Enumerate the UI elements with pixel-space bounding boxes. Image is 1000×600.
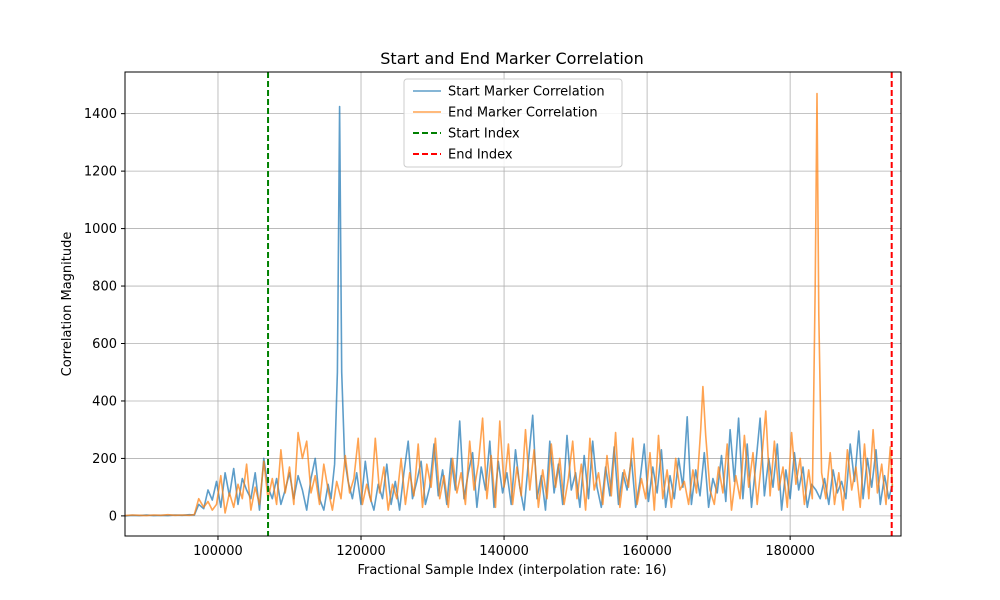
y-tick-label: 800 bbox=[92, 280, 117, 295]
chart-title: Start and End Marker Correlation bbox=[380, 49, 643, 68]
plot-frame bbox=[124, 71, 902, 537]
x-tick-label: 180000 bbox=[765, 544, 815, 559]
y-tick-label: 1000 bbox=[84, 222, 117, 237]
y-tick-label: 600 bbox=[92, 337, 117, 352]
y-tick-label: 1200 bbox=[84, 165, 117, 180]
legend-label: Start Index bbox=[448, 127, 520, 142]
y-tick-label: 400 bbox=[92, 394, 117, 409]
y-tick-label: 0 bbox=[109, 509, 117, 524]
tick-layer: 100000 120000 140000 160000 180000 0 200 400 600… bbox=[84, 107, 815, 559]
marker-layer bbox=[267, 72, 893, 536]
x-tick-label: 100000 bbox=[193, 544, 243, 559]
series-layer bbox=[124, 92, 894, 517]
legend-label: Start Marker Correlation bbox=[448, 85, 605, 100]
y-tick-label: 200 bbox=[92, 452, 117, 467]
y-axis-label: Correlation Magnitude bbox=[60, 232, 75, 377]
y-tick-label: 1400 bbox=[84, 107, 117, 122]
series-line-end-marker bbox=[124, 92, 894, 517]
legend: Start Marker Correlation End Marker Corre… bbox=[403, 78, 623, 168]
x-axis-label: Fractional Sample Index (interpolation r… bbox=[357, 563, 666, 578]
x-tick-label: 160000 bbox=[622, 544, 672, 559]
x-tick-label: 120000 bbox=[336, 544, 386, 559]
x-tick-label: 140000 bbox=[479, 544, 529, 559]
legend-label: End Index bbox=[448, 148, 513, 163]
legend-box bbox=[403, 78, 623, 168]
legend-label: End Marker Correlation bbox=[448, 106, 598, 121]
